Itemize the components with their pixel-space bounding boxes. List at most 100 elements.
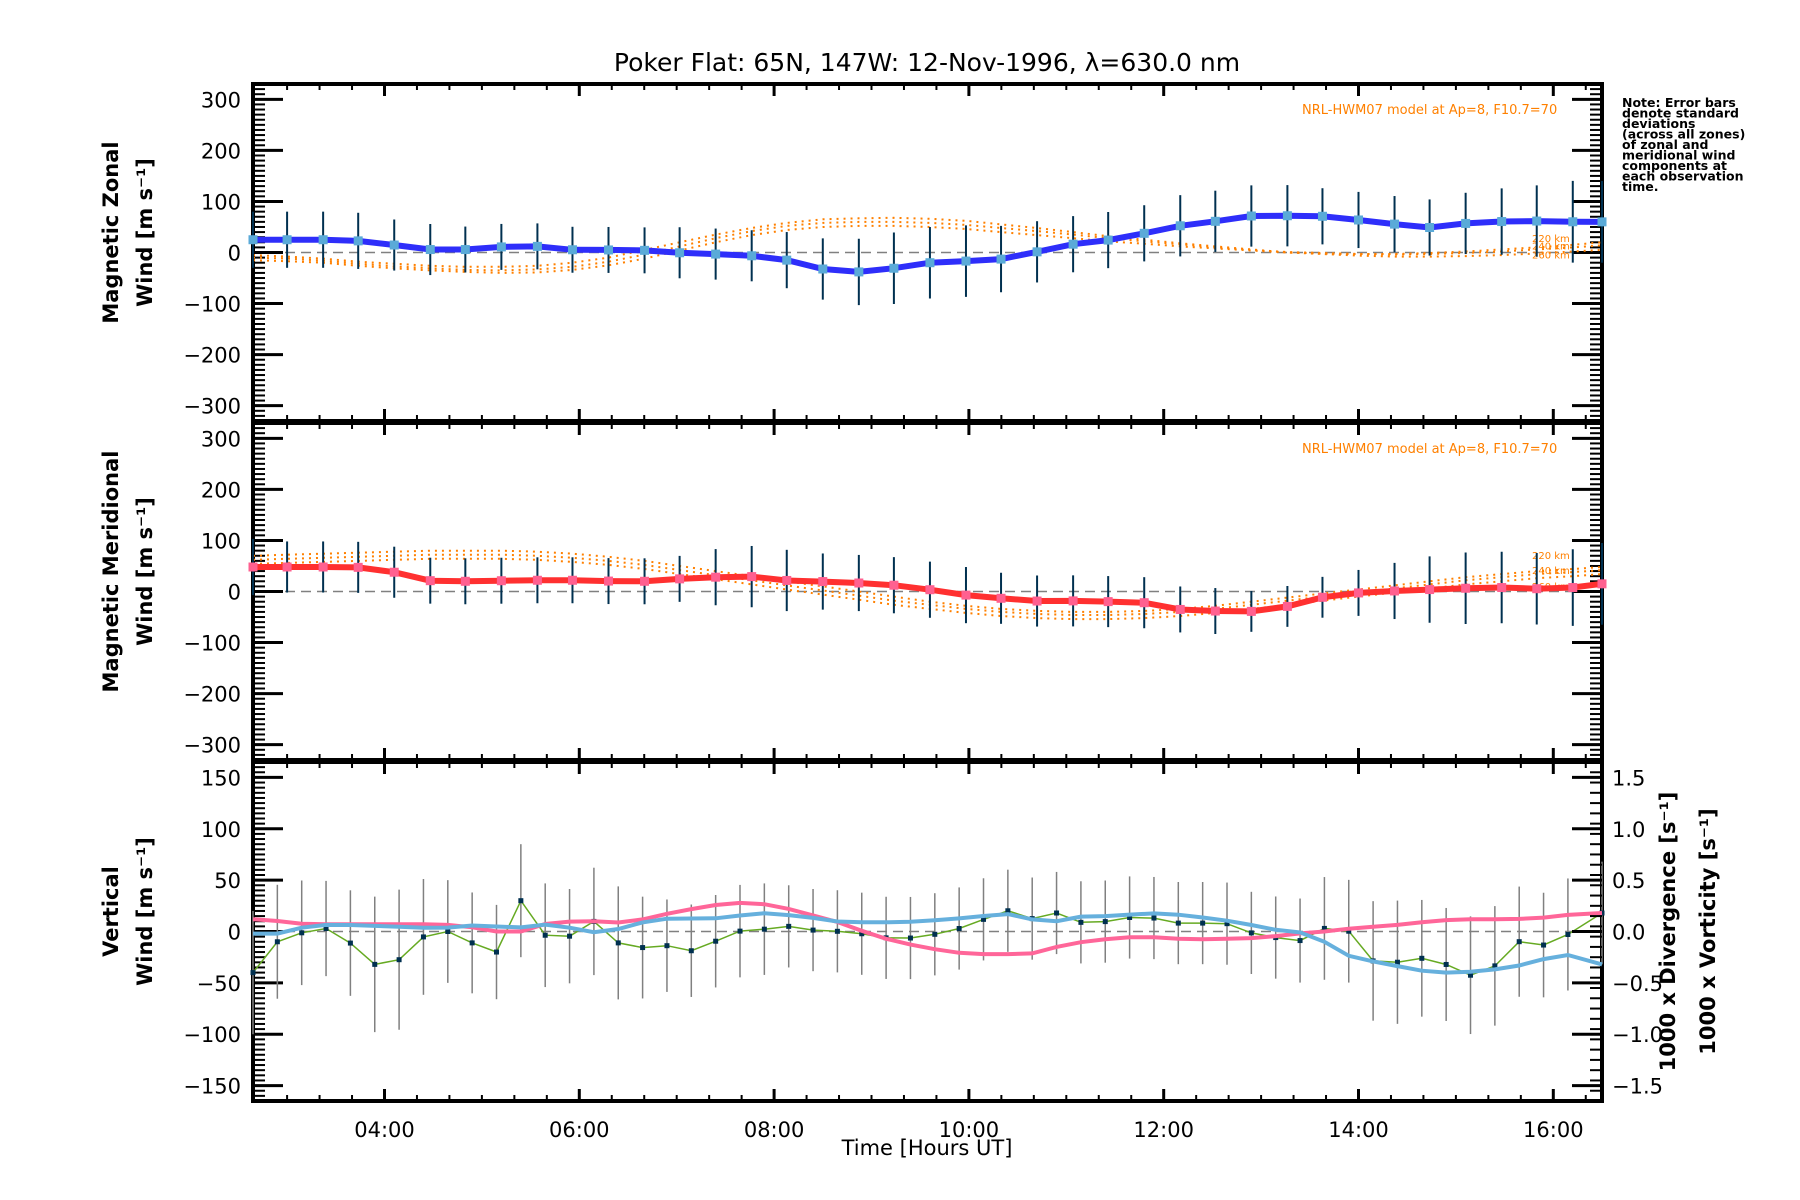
- data-point: [318, 562, 328, 572]
- data-point: [818, 264, 828, 274]
- data-point: [1492, 963, 1498, 969]
- y-tick-label: 150: [201, 766, 241, 790]
- data-point: [248, 562, 258, 572]
- data-point: [323, 926, 329, 932]
- data-point: [250, 970, 256, 976]
- data-point: [494, 949, 500, 955]
- data-point: [1139, 598, 1149, 608]
- y-axis-label-line1: Magnetic Zonal: [99, 141, 123, 323]
- y-axis-label-line1: Vertical: [99, 866, 123, 957]
- data-point: [1568, 583, 1578, 593]
- y-tick-label: 0: [228, 242, 241, 266]
- y-tick-label: 0: [228, 921, 241, 945]
- panel-meridional: −300 −200 −100 0 100 200 300 Magnetic Meridiona…: [99, 421, 1607, 762]
- data-point: [532, 241, 542, 251]
- data-point: [1541, 942, 1547, 948]
- data-point: [782, 255, 792, 265]
- data-point: [1353, 215, 1363, 225]
- data-point: [1317, 211, 1327, 221]
- y-tick-label: 200: [201, 139, 241, 163]
- vorticity-axis-label: 1000 x Vorticity [s⁻¹]: [1696, 808, 1720, 1054]
- data-point: [1078, 919, 1084, 925]
- data-point: [961, 590, 971, 600]
- altitude-label: 260 km: [1532, 250, 1570, 261]
- data-point: [961, 256, 971, 266]
- right-tick-label: −1.5: [1612, 1075, 1663, 1099]
- note-line: time.: [1622, 179, 1659, 194]
- data-point: [859, 931, 865, 937]
- data-point: [834, 928, 840, 934]
- data-point: [1425, 585, 1435, 595]
- data-point: [675, 574, 685, 584]
- data-point: [420, 934, 426, 940]
- data-point: [567, 933, 573, 939]
- y-tick-label: 100: [201, 818, 241, 842]
- note-line: Note: Error bars: [1622, 95, 1736, 110]
- y-tick-label: −100: [183, 1023, 241, 1047]
- data-point: [1419, 955, 1425, 961]
- data-point: [907, 935, 913, 941]
- data-point: [1353, 588, 1363, 598]
- data-point: [1597, 217, 1607, 227]
- data-point: [567, 245, 577, 255]
- vertical-wind-line: [252, 899, 1603, 977]
- data-point: [711, 572, 721, 582]
- data-point: [353, 562, 363, 572]
- panel-vertical: −150 −100 −50 0 50 100 150 Vertical Wind [m s⁻¹]…: [99, 760, 1720, 1142]
- data-point: [737, 928, 743, 934]
- data-point: [1597, 579, 1607, 589]
- y-tick-label: 100: [201, 190, 241, 214]
- y-tick-label: −200: [183, 683, 241, 707]
- altitude-label: 220 km: [1532, 551, 1570, 562]
- data-point: [688, 948, 694, 954]
- data-point: [604, 245, 614, 255]
- data-point: [1151, 915, 1157, 921]
- data-point: [981, 916, 987, 922]
- data-point: [713, 938, 719, 944]
- data-point: [496, 576, 506, 586]
- data-point: [445, 929, 451, 934]
- data-point: [786, 923, 792, 929]
- data-point: [1568, 217, 1578, 227]
- data-point: [932, 931, 938, 937]
- data-point: [1139, 228, 1149, 238]
- data-point: [854, 267, 864, 277]
- altitude-label: 220 km: [1532, 234, 1570, 245]
- data-point: [1297, 938, 1303, 944]
- data-point: [996, 254, 1006, 264]
- data-point: [1175, 221, 1185, 231]
- data-point: [282, 235, 292, 245]
- data-point: [1497, 583, 1507, 593]
- data-point: [353, 236, 363, 246]
- data-point: [810, 927, 816, 933]
- data-point: [675, 248, 685, 258]
- y-tick-label: 300: [201, 427, 241, 451]
- data-point: [248, 235, 258, 245]
- data-point: [711, 249, 721, 259]
- data-point: [567, 575, 577, 585]
- data-point: [1565, 931, 1571, 937]
- data-point: [396, 957, 402, 963]
- y-tick-label: 300: [201, 88, 241, 112]
- data-point: [1461, 583, 1471, 593]
- data-point: [299, 930, 305, 936]
- divergence-axis-label: 1000 x Divergence [s⁻¹]: [1656, 792, 1680, 1072]
- data-point: [854, 578, 864, 588]
- data-point: [747, 251, 757, 261]
- data-point: [318, 235, 328, 245]
- data-point: [1032, 596, 1042, 606]
- note-line: (across all zones): [1622, 127, 1745, 142]
- data-point: [1468, 972, 1474, 978]
- note-line: deviations: [1622, 116, 1695, 131]
- note-line: each observation: [1622, 169, 1744, 184]
- data-point: [460, 576, 470, 586]
- data-point: [1210, 606, 1220, 616]
- x-axis-label: Time [Hours UT]: [841, 1136, 1013, 1160]
- right-tick-label: 0.0: [1612, 921, 1645, 945]
- data-point: [389, 567, 399, 577]
- right-tick-label: 1.0: [1612, 818, 1645, 842]
- right-tick-label: 0.5: [1612, 869, 1645, 893]
- y-tick-label: −300: [183, 734, 241, 758]
